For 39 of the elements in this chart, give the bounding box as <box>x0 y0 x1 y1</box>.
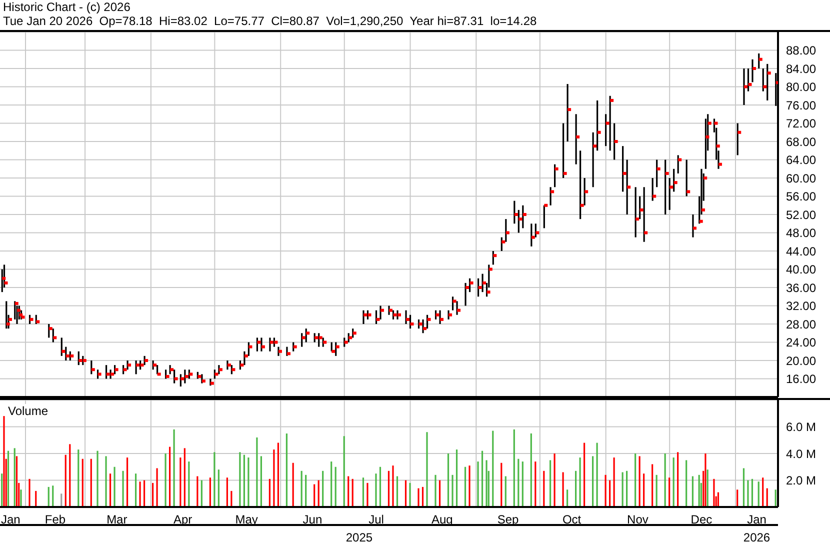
y-tick-label: 48.00 <box>786 226 816 240</box>
x2-tick-label: 2026 <box>743 530 770 543</box>
y-tick-label: 24.00 <box>786 336 816 350</box>
x-tick-label: Oct <box>562 512 582 527</box>
y-tick-label: 72.00 <box>786 116 816 131</box>
x-tick-label: Jan <box>0 512 20 527</box>
y-tick-label: 80.00 <box>786 80 816 94</box>
y-tick-label: 52.00 <box>786 208 816 222</box>
y-tick-label: 2.0 M <box>786 474 816 488</box>
y-tick-label: 60.00 <box>786 171 816 186</box>
chart-title: Historic Chart - (c) 2026 <box>3 0 132 14</box>
x-tick-label: Feb <box>44 512 66 527</box>
y-tick-label: 32.00 <box>786 299 816 314</box>
y-tick-label: 6.0 M <box>786 420 816 434</box>
y-tick-label: 36.00 <box>786 280 816 295</box>
y-tick-label: 16.00 <box>786 372 816 386</box>
y-tick-label: 20.00 <box>786 354 816 368</box>
y-tick-label: 56.00 <box>786 190 816 204</box>
x-tick-label: Dec <box>690 512 712 527</box>
y-tick-label: 88.00 <box>786 44 816 58</box>
x-tick-label: Apr <box>173 512 192 527</box>
y-tick-label: 44.00 <box>786 244 816 258</box>
x-tick-label: Jan <box>747 512 766 527</box>
chart-title: Volume <box>8 404 48 418</box>
x-tick-label: May <box>235 512 258 527</box>
x-tick-label: Nov <box>627 512 648 527</box>
x-tick-label: Sep <box>497 512 520 527</box>
chart-subtitle: Tue Jan 20 2026 Op=78.18 Hi=83.02 Lo=75.77 Cl=80.87 Vol=1,290,250 Year hi=87.31 lo=14.28 <box>3 14 538 28</box>
y-tick-label: 4.0 M <box>786 446 816 461</box>
y-tick-label: 40.00 <box>786 262 816 277</box>
y-tick-label: 68.00 <box>786 134 816 149</box>
y-tick-label: 64.00 <box>786 153 816 168</box>
y-tick-label: 76.00 <box>786 98 816 112</box>
x-tick-label: Jun <box>302 512 322 527</box>
y-tick-label: 84.00 <box>786 62 816 76</box>
y-tick-label: 28.00 <box>786 317 816 332</box>
x-tick-label: Jul <box>368 512 384 527</box>
x2-tick-label: 2025 <box>346 530 373 543</box>
x-tick-label: Mar <box>106 512 128 527</box>
